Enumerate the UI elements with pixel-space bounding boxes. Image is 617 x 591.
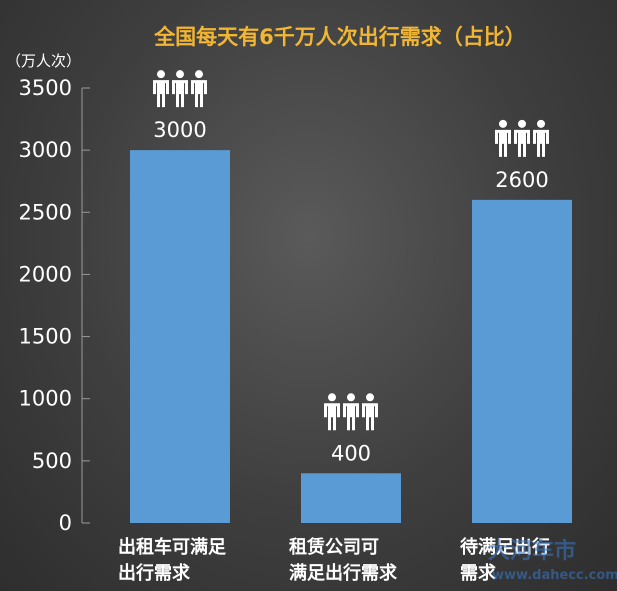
y-tick-label: 2000	[19, 262, 72, 286]
data-label: 400	[331, 441, 371, 465]
y-axis: 0 500 1000 1500 2000 2500 3000 3500	[19, 76, 90, 535]
category-label: 租赁公司可	[289, 536, 379, 558]
category-label: 出行需求	[118, 562, 191, 584]
three-people-icon	[324, 393, 378, 431]
data-label: 3000	[153, 118, 206, 142]
data-labels: 3000 400 2600	[153, 118, 548, 465]
people-icons	[153, 70, 549, 431]
y-tick-label: 3500	[19, 76, 72, 100]
three-people-icon	[495, 119, 549, 157]
y-tick-label: 1500	[19, 325, 72, 349]
data-label: 2600	[495, 168, 548, 192]
bar	[472, 199, 572, 523]
bars	[130, 150, 572, 523]
three-people-icon	[153, 70, 207, 108]
bar	[301, 473, 401, 523]
chart-title: 全国每天有6千万人次出行需求（占比）	[153, 25, 526, 49]
y-axis-unit-label: （万人次）	[6, 52, 81, 70]
watermark-text: 大河车市	[488, 538, 576, 564]
category-label: 需求	[460, 562, 497, 584]
y-tick-label: 3000	[19, 138, 72, 162]
y-tick-label: 0	[59, 511, 72, 535]
category-label: 待满足出行	[460, 536, 550, 558]
y-tick-label: 2500	[19, 200, 72, 224]
category-label: 满足出行需求	[289, 562, 398, 584]
bar	[130, 150, 230, 523]
category-label: 出租车可满足	[118, 536, 226, 558]
y-tick-label: 1000	[19, 387, 72, 411]
watermark: 大河车市 www.dahecc.com	[488, 538, 617, 583]
y-tick-label: 500	[32, 449, 72, 473]
watermark-url: www.dahecc.com	[492, 568, 617, 583]
